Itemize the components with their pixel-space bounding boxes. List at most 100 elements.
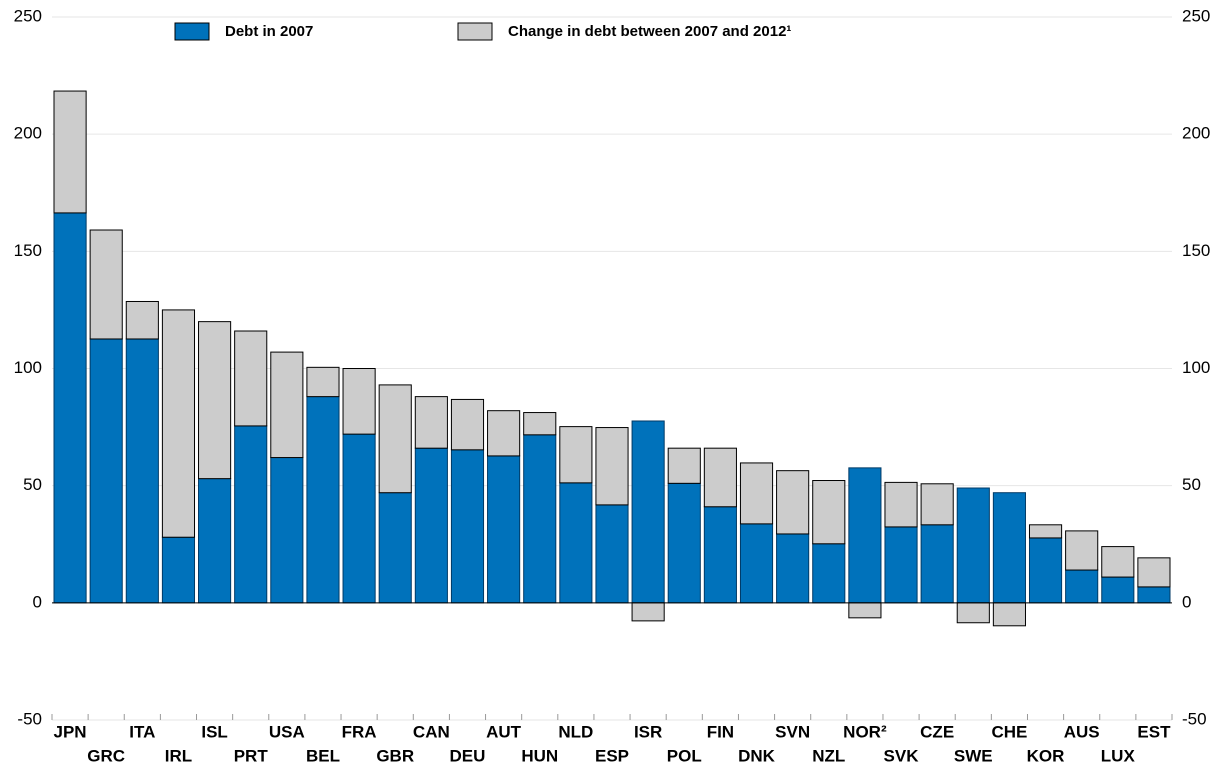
bar-segment xyxy=(920,524,954,604)
legend-swatch xyxy=(174,22,210,41)
bar-segment xyxy=(234,425,268,604)
x-tick-label: EST xyxy=(1137,722,1171,741)
x-tick-label: LUX xyxy=(1101,746,1136,765)
bar-segment xyxy=(631,602,665,622)
bar-segment xyxy=(1065,530,1099,571)
y-tick-label: 100 xyxy=(14,358,42,377)
legend-swatch xyxy=(457,22,493,41)
x-tick-label: DNK xyxy=(738,746,776,765)
bar-segment xyxy=(667,447,701,484)
bar-segment xyxy=(53,212,87,604)
x-tick-label: SVN xyxy=(775,722,810,741)
legend-label: Change in debt between 2007 and 2012¹ xyxy=(508,23,791,40)
bar-segment xyxy=(667,482,701,604)
bar-segment xyxy=(848,467,882,604)
bar-segment xyxy=(270,457,304,604)
bar-segment xyxy=(306,366,340,398)
x-tick-label: SWE xyxy=(954,746,993,765)
bar-segment xyxy=(414,396,448,449)
bar-segment xyxy=(776,533,810,604)
bar-segment xyxy=(270,351,304,459)
bar-segment xyxy=(450,449,485,604)
y2-tick-label: 150 xyxy=(1182,241,1210,260)
y2-tick-label: 0 xyxy=(1182,592,1191,611)
x-tick-label: FRA xyxy=(342,722,377,741)
bar-segment xyxy=(342,368,376,435)
x-tick-label: KOR xyxy=(1027,746,1065,765)
y-tick-label: 0 xyxy=(33,592,42,611)
x-tick-label: NZL xyxy=(812,746,845,765)
bar-segment xyxy=(523,434,557,604)
bar-segment xyxy=(1028,524,1063,539)
bar-segment xyxy=(1065,569,1099,604)
x-tick-label: ISL xyxy=(201,722,227,741)
x-tick-label: CHE xyxy=(991,722,1027,741)
bar-segment xyxy=(1028,537,1063,604)
bar-segment xyxy=(306,396,340,604)
bar-segment xyxy=(812,543,846,604)
x-tick-label: USA xyxy=(269,722,305,741)
bar-segment xyxy=(161,309,196,538)
bar-segment xyxy=(198,321,232,480)
bar-segment xyxy=(450,398,485,451)
x-tick-label: GRC xyxy=(87,746,125,765)
bar-segment xyxy=(523,412,557,436)
bar-segment xyxy=(125,338,159,604)
y-tick-label: 50 xyxy=(23,475,42,494)
bar-segment xyxy=(1137,557,1171,588)
bar-segment xyxy=(884,526,918,604)
bar-segment xyxy=(161,536,196,604)
bar-segment xyxy=(89,338,123,604)
x-tick-label: IRL xyxy=(165,746,192,765)
legend-label: Debt in 2007 xyxy=(225,23,313,40)
bar-segment xyxy=(884,481,918,528)
bar-segment xyxy=(487,410,521,457)
x-tick-label: HUN xyxy=(521,746,558,765)
x-tick-label: PRT xyxy=(234,746,269,765)
x-tick-label: NLD xyxy=(558,722,593,741)
y2-tick-label: 250 xyxy=(1182,6,1210,25)
bar-segment xyxy=(53,90,87,214)
y-tick-label: -50 xyxy=(17,709,42,728)
x-tick-label: AUS xyxy=(1064,722,1100,741)
bar-segment xyxy=(89,229,123,340)
y-tick-label: 250 xyxy=(14,6,42,25)
bar-segment xyxy=(414,447,448,604)
bar-segment xyxy=(703,447,737,508)
bar-segment xyxy=(920,483,954,526)
bar-segment xyxy=(595,427,629,506)
x-tick-label: SVK xyxy=(884,746,920,765)
bar-segment xyxy=(559,426,593,484)
bar-segment xyxy=(992,492,1026,604)
bar-segment xyxy=(956,602,990,624)
y2-tick-label: 200 xyxy=(1182,124,1210,143)
bar-segment xyxy=(739,462,774,525)
bar-segment xyxy=(812,480,846,545)
bar-segment xyxy=(125,300,159,340)
bar-segment xyxy=(739,523,774,604)
x-tick-label: CZE xyxy=(920,722,954,741)
bar-segment xyxy=(848,602,882,619)
x-tick-label: FIN xyxy=(707,722,734,741)
y-tick-label: 200 xyxy=(14,124,42,143)
bar-segment xyxy=(234,330,268,427)
x-tick-label: CAN xyxy=(413,722,450,741)
bar-segment xyxy=(342,433,376,604)
bar-segment xyxy=(1101,546,1135,578)
bar-segment xyxy=(378,492,412,604)
x-tick-label: GBR xyxy=(376,746,414,765)
x-tick-label: ITA xyxy=(129,722,155,741)
y-tick-label: 150 xyxy=(14,241,42,260)
x-tick-label: ESP xyxy=(595,746,629,765)
bar-segment xyxy=(992,602,1026,627)
bar-segment xyxy=(559,482,593,604)
bar-segment xyxy=(595,504,629,604)
bar-segment xyxy=(631,420,665,604)
y2-tick-label: 100 xyxy=(1182,358,1210,377)
x-tick-label: POL xyxy=(667,746,702,765)
bar-segment xyxy=(487,455,521,604)
bar-segment xyxy=(198,478,232,604)
x-tick-label: AUT xyxy=(486,722,522,741)
y2-tick-label: 50 xyxy=(1182,475,1201,494)
